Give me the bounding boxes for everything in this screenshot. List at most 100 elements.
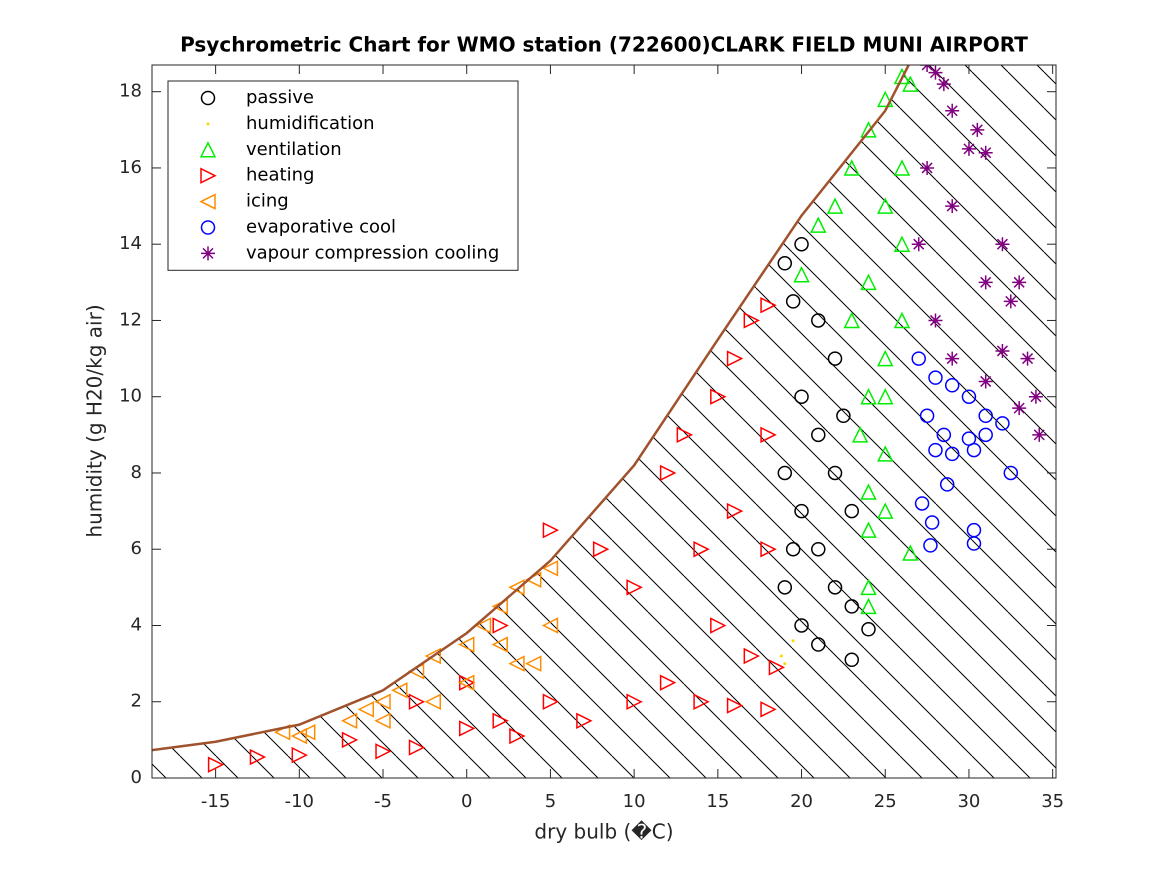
- data-point: [811, 313, 826, 328]
- data-point: [207, 756, 225, 773]
- legend-label: heating: [246, 165, 314, 186]
- chart-title: Psychrometric Chart for WMO station (722…: [180, 33, 1028, 57]
- data-point: [944, 378, 960, 393]
- legend-marker: [199, 193, 216, 210]
- data-point: [860, 521, 877, 538]
- y-tick-label: 2: [131, 691, 142, 712]
- data-point: [844, 503, 860, 519]
- data-point: [341, 731, 359, 749]
- data-point: [843, 159, 860, 176]
- data-point: [844, 599, 860, 614]
- y-tick-label: 12: [119, 309, 142, 330]
- data-point: [794, 618, 809, 633]
- y-axis-label: humidity (g H20/kg air): [83, 304, 107, 537]
- legend-label: humidification: [246, 113, 375, 134]
- data-point: [961, 141, 976, 156]
- data-point: [1012, 275, 1027, 290]
- data-point: [760, 541, 777, 558]
- data-point: [920, 160, 935, 175]
- data-point: [794, 389, 809, 404]
- data-point: [760, 701, 777, 718]
- data-point: [743, 312, 760, 329]
- data-point: [1020, 351, 1035, 366]
- data-point: [768, 659, 786, 676]
- data-point: [492, 712, 509, 730]
- data-point: [978, 408, 993, 424]
- hatch-region: [152, 65, 1056, 778]
- data-point: [794, 236, 809, 252]
- x-tick-label: 30: [957, 791, 980, 812]
- data-point: [492, 617, 509, 634]
- data-point: [995, 416, 1010, 431]
- data-point: [860, 121, 877, 138]
- data-point: [811, 541, 826, 557]
- x-axis-label: dry bulb (�C): [534, 820, 673, 844]
- data-point: [408, 739, 426, 756]
- legend-marker: [200, 167, 217, 184]
- data-point: [860, 483, 877, 500]
- legend-marker: [199, 141, 217, 158]
- data-point: [877, 197, 894, 214]
- data-point: [893, 235, 911, 252]
- data-point: [626, 579, 643, 596]
- data-point: [1032, 427, 1047, 442]
- data-point: [491, 636, 508, 653]
- data-point: [945, 199, 960, 214]
- data-point: [978, 427, 993, 443]
- data-point: [877, 388, 894, 405]
- data-point: [710, 617, 727, 634]
- plot-area: [152, 65, 1056, 778]
- legend-box: [167, 80, 519, 271]
- data-point: [1003, 294, 1018, 309]
- data-point: [827, 580, 843, 595]
- data-point: [1012, 401, 1027, 416]
- legend-marker: [200, 90, 216, 106]
- data-point: [791, 639, 795, 643]
- data-point: [760, 426, 777, 444]
- data-point: [374, 712, 391, 730]
- y-tick-label: 10: [119, 386, 142, 407]
- x-tick-label: 35: [1041, 791, 1064, 812]
- saturation-curve: [152, 65, 910, 752]
- data-point: [893, 159, 911, 176]
- data-point: [743, 647, 760, 665]
- data-point: [877, 349, 894, 367]
- x-tick-label: 5: [545, 791, 556, 812]
- x-tick-label: 20: [790, 791, 813, 812]
- data-point: [785, 541, 801, 557]
- x-tick-label: 25: [874, 791, 897, 812]
- data-point: [970, 122, 985, 137]
- data-point: [966, 536, 982, 551]
- legend-marker: [200, 220, 216, 235]
- data-point: [541, 617, 559, 634]
- data-point: [860, 578, 877, 596]
- data-point: [659, 464, 677, 482]
- legend-label: ventilation: [246, 139, 342, 160]
- y-tick-label: 0: [131, 767, 142, 788]
- data-point: [794, 503, 809, 519]
- data-point: [939, 477, 955, 492]
- data-point: [424, 693, 441, 710]
- legend-label: evaporative cool: [246, 217, 396, 238]
- y-tick-label: 14: [119, 233, 142, 254]
- data-point: [375, 743, 392, 760]
- data-point: [576, 712, 593, 730]
- data-point: [893, 311, 911, 329]
- data-point: [424, 647, 441, 665]
- data-point: [877, 502, 894, 519]
- data-point: [760, 296, 777, 314]
- data-point: [592, 541, 610, 558]
- data-point: [924, 515, 940, 530]
- y-tick-label: 18: [119, 81, 142, 102]
- data-point: [911, 237, 926, 252]
- data-point: [966, 442, 982, 458]
- data-point: [936, 77, 951, 92]
- data-point: [793, 266, 810, 283]
- data-point: [810, 216, 827, 233]
- legend-label: passive: [246, 87, 314, 108]
- legend-label: vapour compression cooling: [246, 242, 499, 263]
- data-point: [1028, 389, 1043, 404]
- data-point: [1003, 465, 1019, 481]
- data-point: [811, 637, 826, 652]
